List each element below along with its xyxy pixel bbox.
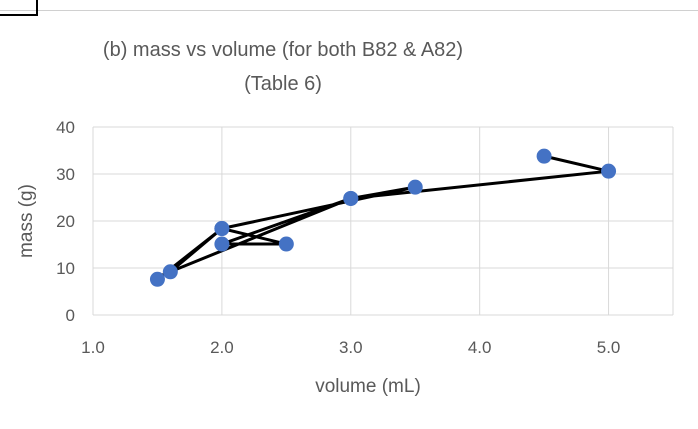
data-points: [149, 148, 617, 287]
data-point: [278, 236, 294, 252]
x-tick-label: 1.0: [81, 338, 105, 357]
data-point: [407, 179, 423, 195]
y-tick-label: 30: [56, 165, 75, 184]
data-point: [149, 271, 165, 287]
y-axis-label: mass (g): [16, 184, 37, 258]
series-line-path: [156, 154, 611, 281]
y-tick-label: 10: [56, 259, 75, 278]
y-tick-labels: 0 10 20 30 40: [56, 118, 75, 325]
x-tick-labels: 1.0 2.0 3.0 4.0 5.0: [81, 338, 620, 357]
y-tick-label: 20: [56, 212, 75, 231]
document-top-border: [0, 0, 698, 11]
chart-title-line-1: (b) mass vs volume (for both B82 & A82): [103, 39, 463, 61]
x-axis-label: volume (mL): [315, 376, 421, 397]
x-tick-label: 5.0: [597, 338, 621, 357]
x-tick-label: 2.0: [210, 338, 234, 357]
data-point: [214, 221, 230, 237]
data-point: [214, 236, 230, 252]
data-point: [343, 190, 359, 206]
data-point: [536, 148, 552, 164]
x-tick-label: 3.0: [339, 338, 363, 357]
y-tick-label: 0: [66, 306, 75, 325]
gridlines: [92, 126, 674, 316]
chart-title-line-2: (Table 6): [244, 73, 322, 95]
data-point: [601, 163, 617, 179]
y-tick-label: 40: [56, 118, 75, 137]
data-point: [162, 264, 178, 280]
series-line: [156, 154, 611, 281]
table-cell-corner: [0, 0, 38, 16]
x-tick-label: 4.0: [468, 338, 492, 357]
